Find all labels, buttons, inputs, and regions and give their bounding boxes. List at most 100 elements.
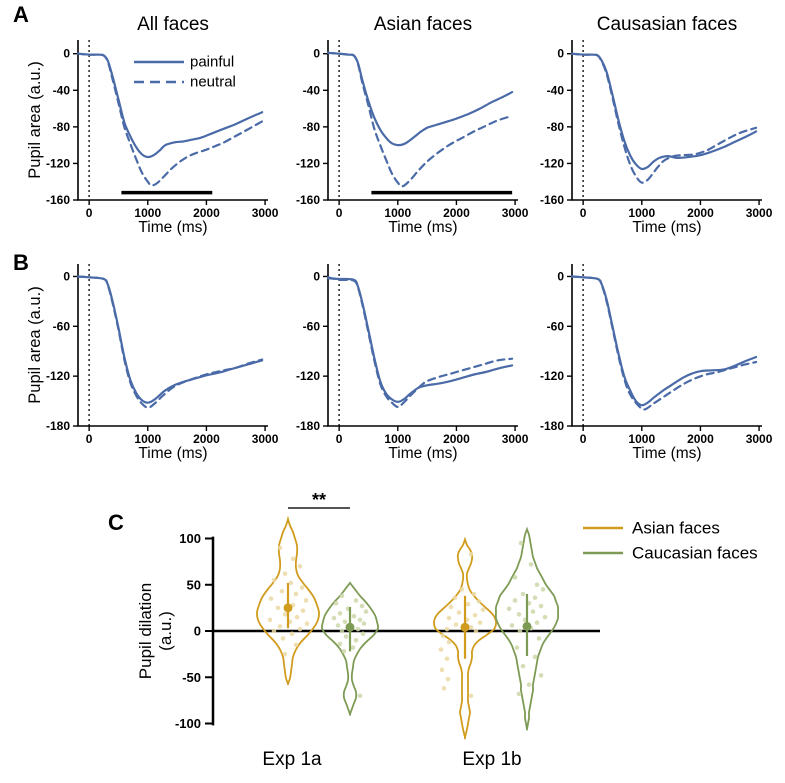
svg-text:-120: -120 — [46, 156, 70, 170]
series-painful — [76, 275, 264, 404]
svg-text:-60: -60 — [53, 319, 71, 333]
svg-text:3000: 3000 — [746, 432, 773, 446]
legend-label-green: Caucasian faces — [632, 544, 758, 563]
x-axis-ticks: 0 1000 2000 3000 — [336, 426, 529, 446]
svg-text:3000: 3000 — [746, 206, 773, 220]
violin-outline-green — [320, 581, 380, 716]
axis — [77, 40, 268, 201]
series-painful — [76, 52, 264, 159]
legend-solid-label: painful — [190, 54, 234, 71]
group-label: Exp 1a — [262, 749, 322, 770]
svg-text:0: 0 — [86, 206, 93, 220]
svg-text:2000: 2000 — [443, 206, 470, 220]
svg-text:0: 0 — [336, 206, 343, 220]
svg-text:-160: -160 — [46, 193, 70, 207]
chart-legend: painful neutral — [134, 54, 236, 91]
svg-text:1000: 1000 — [134, 432, 161, 446]
svg-text:-60: -60 — [303, 319, 321, 333]
svg-text:-100: -100 — [175, 716, 201, 731]
x-axis-label: Time (ms) — [388, 445, 457, 462]
y-axis-label-line1: Pupil dilation — [136, 583, 155, 679]
axis — [327, 40, 518, 201]
svg-text:3000: 3000 — [252, 206, 279, 220]
panel-a-chart-asian-faces: Asian faces 0 -40 -80 -120 -160 0 1000 2000 3000 T… — [296, 14, 529, 236]
svg-text:0: 0 — [313, 47, 320, 61]
mean-dot — [283, 603, 293, 613]
svg-text:1000: 1000 — [384, 206, 411, 220]
svg-text:-40: -40 — [547, 83, 565, 97]
panel-label-a: A — [13, 2, 29, 27]
svg-text:0: 0 — [557, 47, 564, 61]
svg-text:-40: -40 — [53, 83, 71, 97]
series-painful — [326, 277, 514, 404]
y-axis-ticks: 0 -40 -80 -120 -160 — [296, 47, 328, 207]
svg-text:-120: -120 — [296, 156, 320, 170]
y-axis-label: Pupil area (a.u.) — [26, 286, 44, 403]
violin-legend: Asian faces Caucasian faces — [583, 519, 758, 563]
svg-text:-80: -80 — [303, 120, 321, 134]
group-label: Exp 1b — [462, 749, 521, 770]
violin-outline-green — [494, 526, 560, 731]
x-axis-label: Time (ms) — [632, 445, 701, 462]
svg-text:2000: 2000 — [687, 206, 714, 220]
panel-b-chart-asian-faces: 0 -60 -120 -180 0 1000 2000 3000 Time (ms) — [296, 264, 529, 462]
x-axis-ticks: 0 1000 2000 3000 — [336, 200, 529, 220]
svg-text:-120: -120 — [46, 369, 70, 383]
panel-label-b: B — [13, 250, 29, 275]
y-axis-ticks: 100 50 0 -50 -100 — [175, 531, 213, 731]
panel-label-c: C — [108, 510, 124, 535]
x-axis-ticks: 0 1000 2000 3000 — [580, 426, 773, 446]
svg-text:3000: 3000 — [502, 432, 529, 446]
svg-text:0: 0 — [557, 269, 564, 283]
x-axis-label: Time (ms) — [632, 219, 701, 236]
y-axis-label-line2: (a.u.) — [156, 611, 175, 651]
axis — [571, 264, 762, 427]
x-axis-ticks: 0 1000 2000 3000 — [86, 200, 279, 220]
panel-c-violin-plot: 100 50 0 -50 -100 Pupil dilation (a.u.) Exp 1a E… — [136, 490, 758, 770]
series-painful — [570, 275, 758, 407]
svg-text:0: 0 — [313, 269, 320, 283]
svg-text:2000: 2000 — [193, 206, 220, 220]
series-neutral — [570, 52, 758, 184]
y-axis-ticks: 0 -60 -120 -180 — [46, 269, 78, 433]
y-axis-ticks: 0 -40 -80 -120 -160 — [46, 47, 78, 207]
svg-text:3000: 3000 — [252, 432, 279, 446]
svg-text:50: 50 — [187, 577, 201, 592]
series-neutral — [326, 51, 514, 188]
svg-text:1000: 1000 — [134, 206, 161, 220]
x-axis-label: Time (ms) — [138, 219, 207, 236]
panel-a-chart-all-faces: All faces Pupil area (a.u.) 0 -40 -80 -120 -16… — [26, 14, 279, 236]
svg-text:-60: -60 — [547, 319, 565, 333]
svg-text:0: 0 — [194, 624, 201, 639]
svg-text:-160: -160 — [296, 193, 320, 207]
axis — [77, 264, 268, 427]
svg-text:-80: -80 — [547, 120, 565, 134]
series-painful — [326, 51, 514, 147]
legend-label-orange: Asian faces — [632, 519, 720, 538]
mean-dot — [460, 622, 470, 632]
svg-text:2000: 2000 — [687, 432, 714, 446]
violin-dots-green — [506, 540, 548, 697]
panel-b-chart-all-faces: Pupil area (a.u.) 0 -60 -120 -180 0 1000 2000 30… — [26, 264, 279, 462]
svg-text:-120: -120 — [540, 369, 564, 383]
panel-b-chart-caucasian-faces: 0 -60 -120 -180 0 1000 2000 3000 Time (ms) — [540, 264, 773, 462]
violin-dots-orange — [438, 551, 486, 699]
series-neutral — [76, 52, 264, 187]
mean-dot — [345, 622, 355, 632]
svg-text:-180: -180 — [46, 419, 70, 433]
x-axis-ticks: 0 1000 2000 3000 — [86, 426, 279, 446]
svg-text:1000: 1000 — [628, 432, 655, 446]
svg-text:-160: -160 — [540, 193, 564, 207]
svg-text:-180: -180 — [540, 419, 564, 433]
svg-text:0: 0 — [63, 47, 70, 61]
violin-group-exp-1b — [433, 526, 560, 740]
axis — [571, 40, 762, 201]
svg-text:0: 0 — [580, 206, 587, 220]
series-neutral — [326, 276, 514, 409]
svg-text:0: 0 — [86, 432, 93, 446]
violin-outline-orange — [256, 515, 320, 686]
significance-stars: ** — [312, 490, 326, 510]
svg-text:-120: -120 — [296, 369, 320, 383]
svg-text:0: 0 — [63, 269, 70, 283]
